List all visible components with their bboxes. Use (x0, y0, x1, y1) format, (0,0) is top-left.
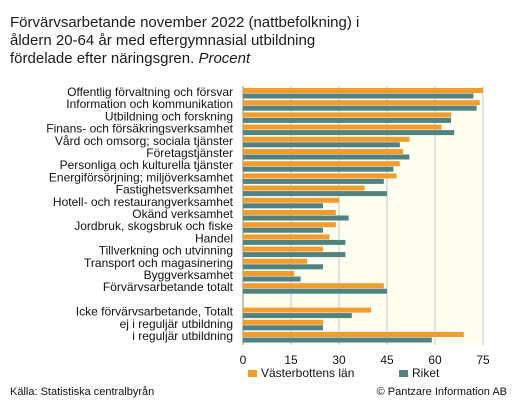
bar-vasterbotten (243, 271, 295, 276)
bar-riket (243, 215, 349, 221)
legend-label-riket: Riket (412, 366, 440, 380)
bar-vasterbotten (243, 197, 339, 203)
category-label: Information och kommunikation (66, 97, 233, 111)
bar-riket (243, 130, 455, 136)
x-tick-label: 15 (284, 353, 298, 367)
bar-riket (243, 178, 384, 184)
bar-riket (243, 93, 474, 99)
bar-vasterbotten (243, 210, 336, 215)
bar-riket (243, 337, 432, 343)
bar-riket (243, 313, 352, 319)
bar-riket (243, 191, 387, 197)
bar-vasterbotten (243, 246, 323, 252)
title-line-3: fördelade efter näringsgren. Procent (10, 50, 510, 68)
bar-riket (243, 252, 346, 258)
legend-swatch-vasterbotten (248, 370, 257, 377)
bar-riket (243, 142, 400, 148)
bar-riket (243, 264, 323, 270)
bar-riket (243, 117, 451, 123)
bar-riket (243, 288, 387, 294)
legend-swatch-riket (399, 370, 408, 377)
bar-riket (243, 239, 346, 245)
x-tick-label: 75 (476, 353, 490, 367)
bar-vasterbotten (243, 258, 307, 264)
bar-vasterbotten (243, 234, 330, 240)
category-label: Energiförsörjning; miljöverksamhet (49, 170, 234, 184)
category-label: ej i reguljär utbildning (120, 317, 233, 331)
category-label: Byggverksamhet (144, 268, 234, 282)
title-line-2: åldern 20-64 år med eftergymnasial utbil… (10, 32, 316, 49)
bar-vasterbotten (243, 173, 397, 179)
bar-vasterbotten (243, 185, 365, 191)
copyright-note: © Pantzare Information AB (376, 386, 507, 398)
title-line-3-text: fördelade efter näringsgren. (10, 50, 195, 67)
bar-riket (243, 166, 394, 172)
category-label: Transport och magasinering (84, 256, 233, 270)
category-label: Finans- och försäkringsverksamhet (46, 122, 233, 136)
category-label: Okänd verksamhet (132, 207, 233, 221)
category-label: Företagstjänster (146, 146, 233, 160)
bar-vasterbotten (243, 100, 480, 106)
category-label: Vård och omsorg; sociala tjänster (55, 134, 233, 148)
bar-riket (243, 154, 410, 160)
category-label: Fastighetsverksamhet (116, 183, 234, 197)
legend-label-vasterbotten: Västerbottens län (261, 366, 354, 380)
title-unit: Procent (198, 50, 251, 67)
bar-vasterbotten (243, 112, 451, 118)
x-tick-label: 0 (240, 353, 247, 367)
category-label: Hotell- och restaurangverksamhet (53, 195, 234, 209)
category-label: Tillverkning och utvinning (99, 244, 233, 258)
category-label: Handel (195, 231, 233, 245)
bar-vasterbotten (243, 222, 336, 228)
x-tick-label: 60 (428, 353, 442, 367)
bar-vasterbotten (243, 88, 483, 93)
bar-vasterbotten (243, 161, 400, 167)
category-label: Personliga och kulturella tjänster (60, 158, 233, 172)
category-label: Icke förvärvsarbetande, Totalt (76, 305, 234, 319)
bar-vasterbotten (243, 149, 403, 154)
category-label: Jordbruk, skogsbruk och fiske (74, 219, 233, 233)
bar-vasterbotten (243, 332, 464, 337)
x-tick-label: 45 (380, 353, 394, 367)
chart-title: Förvärvsarbetande november 2022 (nattbef… (10, 14, 510, 68)
bar-riket (243, 203, 323, 209)
category-label: i reguljär utbildning (132, 329, 233, 343)
category-label: Offentlig förvaltning och försvar (67, 85, 233, 99)
bar-vasterbotten (243, 136, 410, 142)
bar-vasterbotten (243, 124, 442, 130)
category-label: Förvärvsarbetande totalt (103, 280, 234, 294)
source-note: Källa: Statistiska centralbyrån (10, 386, 155, 398)
bar-vasterbotten (243, 307, 371, 313)
category-label: Utbildning och forskning (105, 109, 233, 123)
x-tick-label: 30 (332, 353, 346, 367)
bar-riket (243, 325, 323, 331)
bar-riket (243, 227, 323, 233)
bar-vasterbotten (243, 319, 323, 325)
bar-vasterbotten (243, 283, 384, 289)
title-line-1: Förvärvsarbetande november 2022 (nattbef… (10, 14, 360, 31)
bar-riket (243, 276, 301, 282)
bar-riket (243, 105, 477, 111)
